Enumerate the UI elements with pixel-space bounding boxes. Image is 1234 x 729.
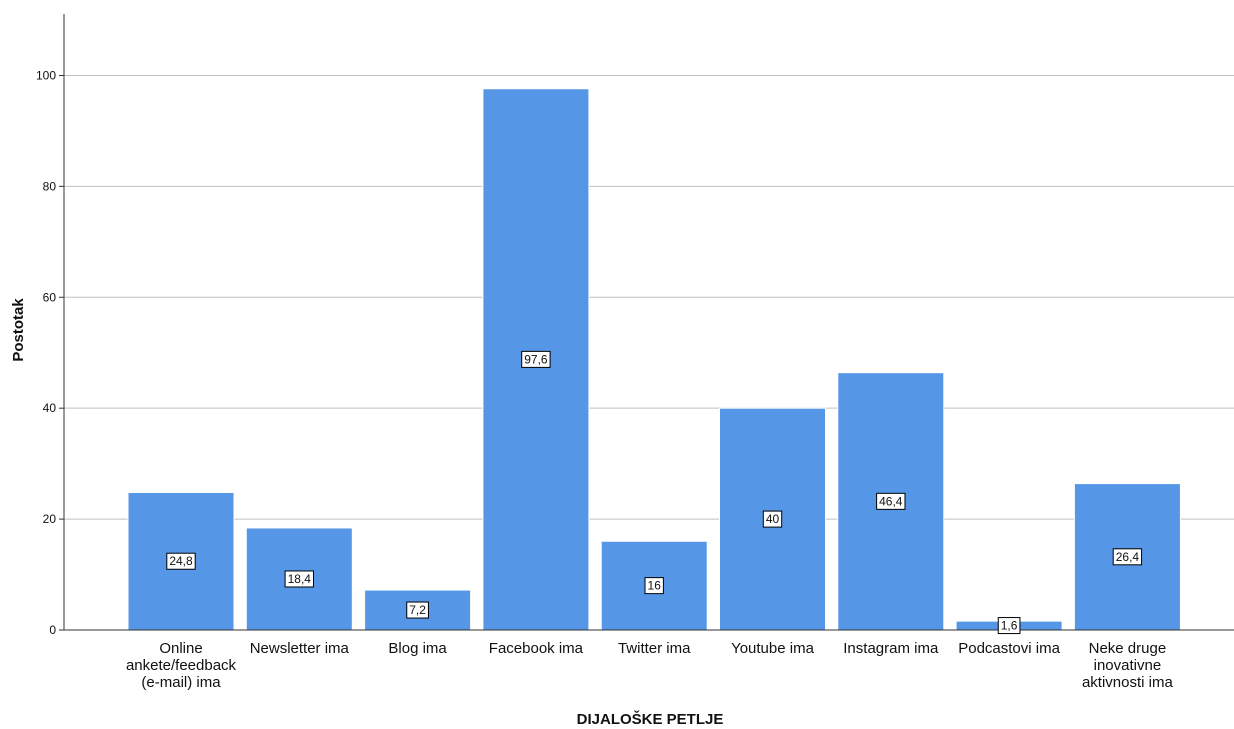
axes bbox=[63, 14, 1234, 631]
x-tick-label-0: Online ankete/feedback (e-mail) ima bbox=[126, 640, 237, 691]
data-label-8: 26,4 bbox=[1112, 548, 1143, 566]
data-label-box-2 bbox=[406, 601, 429, 619]
data-label-text-8: 26,4 bbox=[1116, 550, 1140, 564]
data-label-box-0 bbox=[166, 552, 196, 570]
data-label-box-1 bbox=[284, 570, 314, 588]
data-label-box-4 bbox=[644, 577, 664, 595]
data-label-5: 40 bbox=[762, 510, 783, 528]
x-tick-label-5: Youtube ima bbox=[731, 640, 815, 657]
y-tick-labels: 0 20 40 60 80 100 bbox=[36, 68, 64, 637]
x-tick-labels: Online ankete/feedback (e-mail) ima Newslet… bbox=[126, 640, 1174, 691]
x-tick-label-8: Neke druge inovativne aktivnosti ima bbox=[1082, 640, 1174, 691]
x-tick-label-7: Podcastovi ima bbox=[958, 640, 1060, 657]
data-label-2: 7,2 bbox=[406, 601, 429, 619]
data-label-text-5: 40 bbox=[766, 512, 780, 526]
bars bbox=[127, 88, 1181, 631]
data-label-text-4: 16 bbox=[648, 579, 662, 593]
data-labels: 24,8 18,4 7,2 97,6 16 40 46,4 1,6 26,4 bbox=[166, 350, 1143, 635]
data-label-text-2: 7,2 bbox=[409, 603, 426, 617]
y-tick-label-0: 0 bbox=[49, 623, 56, 637]
y-tick-label-20: 20 bbox=[43, 512, 57, 526]
y-axis-title: Postotak bbox=[10, 298, 27, 362]
data-label-text-6: 46,4 bbox=[879, 494, 903, 508]
y-tick-label-60: 60 bbox=[43, 290, 57, 304]
data-label-text-0: 24,8 bbox=[169, 554, 193, 568]
data-label-3: 97,6 bbox=[521, 350, 551, 368]
data-label-6: 46,4 bbox=[876, 492, 906, 510]
y-tick-label-80: 80 bbox=[43, 179, 57, 193]
gridlines bbox=[64, 74, 1234, 520]
data-label-box-5 bbox=[762, 510, 783, 528]
y-tick-label-40: 40 bbox=[43, 401, 57, 415]
x-tick-label-6: Instagram ima bbox=[843, 640, 939, 657]
x-tick-label-2: Blog ima bbox=[388, 640, 447, 657]
data-label-text-1: 18,4 bbox=[288, 572, 312, 586]
x-tick-label-3: Facebook ima bbox=[489, 640, 584, 657]
data-label-1: 18,4 bbox=[284, 570, 314, 588]
data-label-box-7 bbox=[997, 617, 1021, 635]
data-label-box-8 bbox=[1112, 548, 1143, 566]
x-tick-label-1: Newsletter ima bbox=[250, 640, 350, 657]
data-label-box-6 bbox=[876, 492, 906, 510]
data-label-7: 1,6 bbox=[997, 617, 1021, 635]
data-label-0: 24,8 bbox=[166, 552, 196, 570]
data-label-box-3 bbox=[521, 350, 551, 368]
data-label-4: 16 bbox=[644, 577, 664, 595]
y-tick-label-100: 100 bbox=[36, 68, 56, 82]
data-label-text-3: 97,6 bbox=[524, 352, 548, 366]
x-axis-title: DIJALOŠKE PETLJE bbox=[577, 710, 724, 728]
data-label-text-7: 1,6 bbox=[1001, 619, 1018, 633]
x-tick-label-4: Twitter ima bbox=[618, 640, 691, 657]
